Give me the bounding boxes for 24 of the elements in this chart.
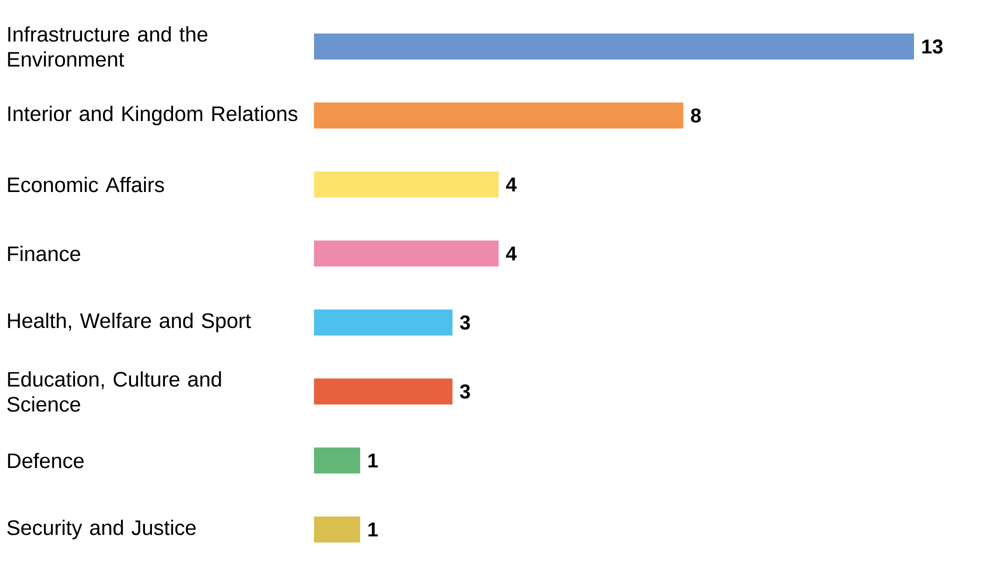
y-tick-label: Finance: [8, 246, 80, 262]
data-label: 8: [690, 108, 701, 123]
y-tick-label: Security and Justice: [7, 520, 196, 540]
bar: [314, 172, 499, 198]
bar: [314, 102, 684, 129]
bar: [314, 240, 499, 267]
data-label: 3: [460, 384, 470, 399]
data-label: 1: [368, 522, 378, 536]
y-tick-label: Defence: [8, 452, 84, 468]
bar: [314, 516, 360, 543]
data-label: 4: [506, 178, 517, 192]
y-tick-label: Health, Welfare and Sport: [8, 312, 251, 332]
y-tick-label: Economic Affairs: [8, 176, 164, 192]
data-label: 4: [506, 246, 517, 260]
bar: [314, 310, 452, 336]
data-label: 1: [368, 454, 378, 468]
bar: [314, 34, 914, 60]
data-label: 3: [460, 315, 470, 330]
y-tick-label: Interior and Kingdom Relations: [8, 106, 298, 126]
bar: [314, 378, 452, 405]
bar: [314, 448, 360, 474]
y-tick-label: Education, Culture and Science: [7, 371, 221, 412]
y-tick-label: Infrastructure and the Environment: [8, 26, 208, 67]
data-label: 13: [922, 39, 943, 54]
